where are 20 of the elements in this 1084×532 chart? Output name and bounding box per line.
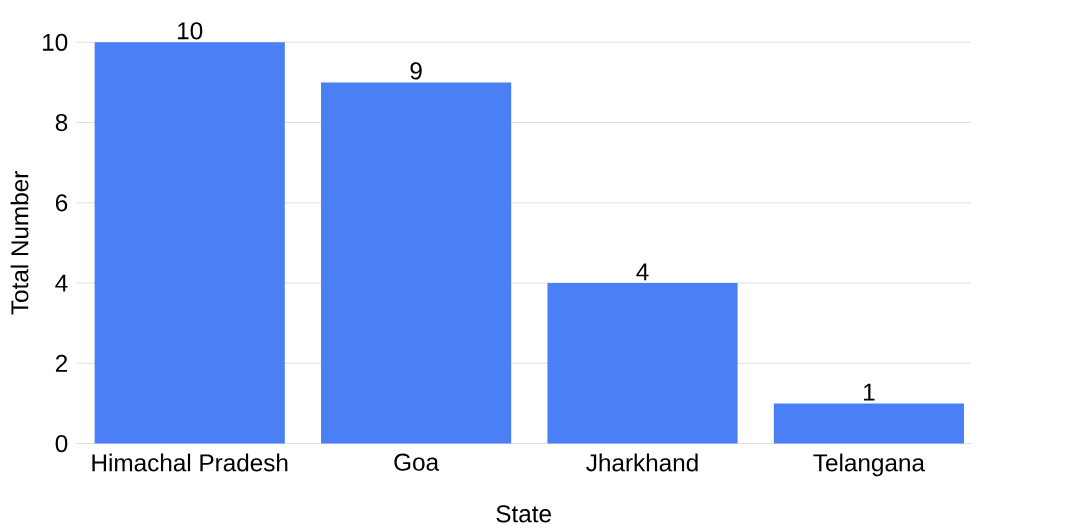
bar	[547, 283, 738, 444]
x-tick-label: Jharkhand	[586, 453, 698, 472]
data-label: 10	[178, 22, 203, 40]
y-tick-label: 0	[55, 435, 68, 453]
x-tick-label: Telangana	[813, 453, 925, 477]
y-tick-label: 10	[43, 33, 68, 52]
x-axis-title: State	[496, 505, 551, 523]
bar	[94, 42, 285, 444]
bar	[773, 403, 964, 444]
y-tick-label: 4	[55, 274, 68, 292]
y-axis-title: Total Number	[10, 171, 29, 315]
bar	[321, 82, 512, 444]
y-tick-label: 2	[55, 354, 68, 372]
y-tick-label: 8	[55, 114, 68, 132]
data-label: 1	[864, 383, 875, 401]
x-tick-label: Goa	[394, 453, 440, 471]
data-label: 4	[636, 263, 649, 281]
x-tick-label: Himachal Pradesh	[92, 453, 288, 472]
data-label: 9	[410, 62, 422, 80]
y-tick-label: 6	[55, 194, 68, 212]
